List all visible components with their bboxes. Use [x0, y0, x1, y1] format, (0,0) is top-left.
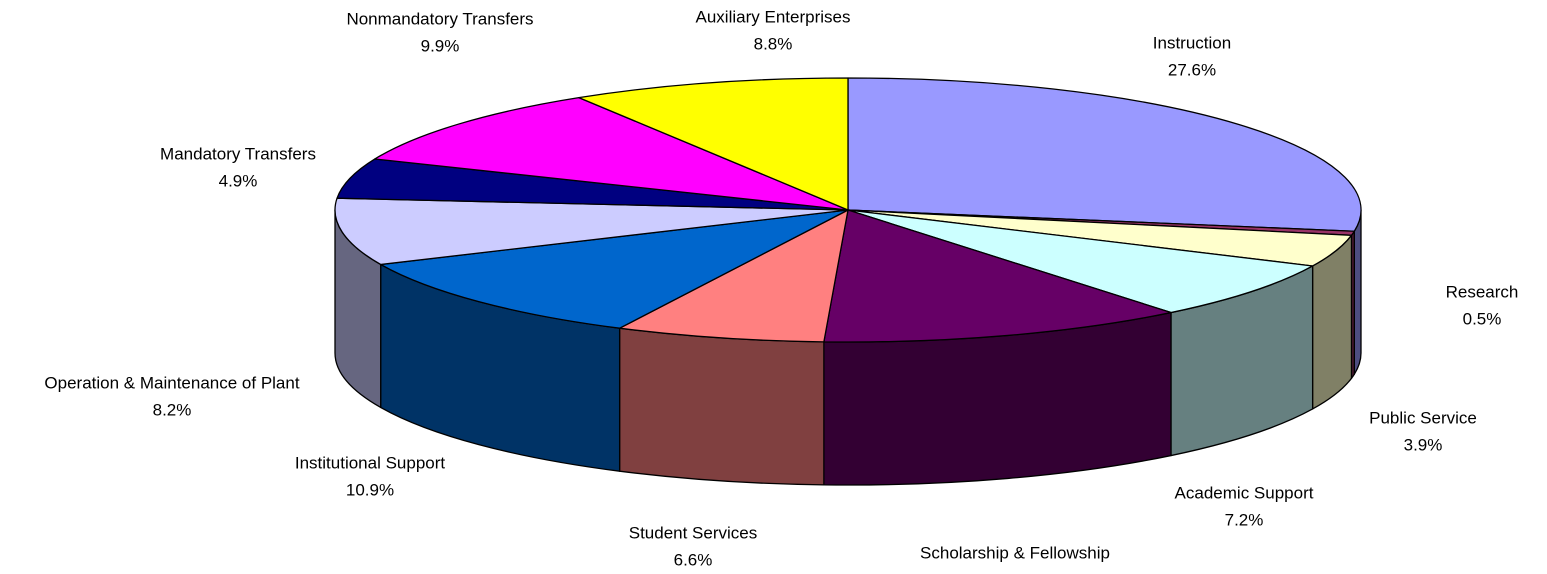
slice-value-label: 4.9% [219, 171, 258, 190]
slice-label: Operation & Maintenance of Plant [44, 373, 299, 392]
slice [380, 209, 849, 329]
slice-side [1353, 209, 1362, 375]
slice-label: Nonmandatory Transfers [346, 9, 533, 28]
slice [823, 209, 1172, 343]
slice [847, 209, 1314, 314]
slice [334, 197, 849, 266]
slice-label: Research [1446, 282, 1519, 301]
slice-label: Auxiliary Enterprises [696, 7, 851, 26]
slice-value-label: 6.6% [674, 550, 713, 569]
slice-label: Instruction [1153, 33, 1231, 52]
slice-value-label: 27.6% [1168, 60, 1216, 79]
slice-side [618, 327, 825, 486]
slice-label: Public Service [1369, 408, 1477, 427]
slice-value-label: 8.2% [153, 400, 192, 419]
slice-value-label: 9.9% [421, 36, 460, 55]
slice-value-label: 11.6% [992, 570, 1039, 574]
slice-value-label: 10.9% [346, 480, 394, 499]
slice-label: Mandatory Transfers [160, 144, 316, 163]
slice-label: Student Services [629, 523, 758, 542]
slice [336, 158, 849, 211]
slice [374, 96, 849, 211]
slice-label: Academic Support [1175, 483, 1314, 502]
slice-value-label: 0.5% [1463, 309, 1502, 328]
slice [618, 209, 849, 343]
slice-label: Institutional Support [295, 453, 446, 472]
slice [847, 77, 1362, 232]
slice [578, 77, 849, 211]
slice-value-label: 8.8% [754, 34, 793, 53]
slice-label: Scholarship & Fellowship [920, 543, 1110, 562]
slice-value-label: 3.9% [1404, 435, 1443, 454]
slice-value-label: 7.2% [1225, 510, 1264, 529]
